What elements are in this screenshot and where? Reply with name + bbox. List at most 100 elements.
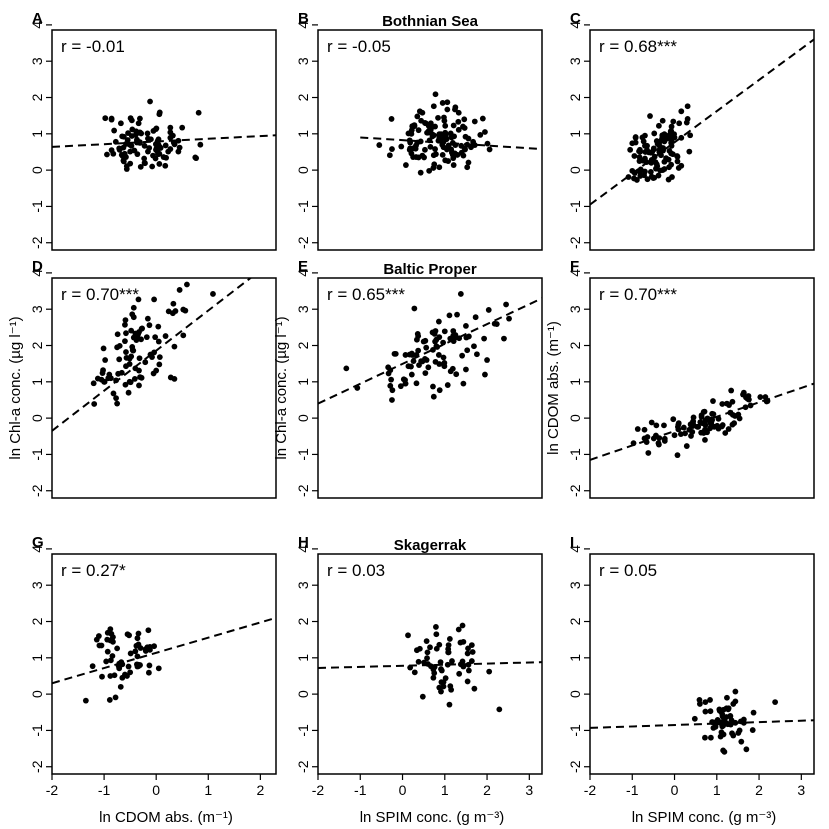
data-point — [197, 141, 204, 148]
data-point — [156, 361, 163, 368]
data-point — [126, 141, 133, 148]
data-point — [655, 440, 662, 447]
y-tick-label: 0 — [295, 690, 311, 698]
data-point — [486, 146, 493, 153]
data-point — [417, 169, 424, 176]
plot-frame — [317, 29, 543, 251]
data-point — [411, 305, 418, 312]
x-tick-label: 2 — [755, 782, 763, 798]
data-point — [477, 132, 484, 138]
data-point — [427, 126, 434, 133]
data-point — [418, 117, 425, 124]
x-tick-label: 1 — [204, 782, 212, 798]
data-point — [640, 157, 647, 164]
data-point — [455, 109, 462, 116]
data-point — [671, 131, 678, 138]
data-point — [423, 638, 430, 645]
data-point — [445, 649, 452, 656]
data-point — [210, 291, 216, 297]
data-point — [430, 674, 437, 681]
y-tick-label: 3 — [295, 57, 311, 65]
data-point — [728, 387, 735, 394]
data-point — [398, 143, 405, 150]
regression-line — [52, 134, 276, 148]
plot-frame — [317, 553, 543, 775]
data-point — [156, 161, 163, 167]
data-point — [436, 641, 443, 648]
data-point — [409, 123, 416, 130]
data-point — [123, 330, 129, 337]
data-point — [418, 358, 425, 365]
data-point — [167, 146, 174, 152]
data-point — [155, 665, 162, 672]
data-point — [702, 708, 709, 715]
data-point — [737, 718, 744, 725]
data-point — [749, 727, 756, 733]
data-point — [126, 378, 133, 385]
data-point — [420, 338, 427, 345]
data-point — [710, 724, 717, 731]
data-point — [441, 363, 448, 370]
data-point — [424, 129, 430, 136]
data-point — [153, 145, 160, 152]
data-point — [727, 721, 734, 728]
data-point — [729, 421, 736, 428]
data-point — [171, 343, 178, 350]
data-point — [137, 374, 143, 380]
x-tick-label: -1 — [354, 782, 367, 798]
data-point — [464, 347, 471, 354]
data-point — [180, 306, 187, 313]
panel-letter: C — [570, 10, 581, 27]
data-point — [481, 335, 487, 342]
panel-letter: I — [570, 534, 574, 551]
data-point — [675, 426, 682, 433]
data-point — [455, 118, 462, 125]
data-point — [147, 98, 153, 105]
data-point — [710, 411, 717, 418]
data-point — [485, 307, 492, 313]
data-point — [141, 142, 148, 149]
data-point — [459, 622, 466, 629]
data-point — [682, 430, 688, 437]
data-point — [343, 365, 350, 372]
data-point — [142, 359, 149, 366]
panel-a: A -2 -1 0 1 2 3 4 r = -0.01 — [29, 10, 277, 251]
data-point — [403, 162, 409, 168]
panel-letter: D — [32, 258, 43, 275]
y-tick-label: 0 — [29, 690, 45, 698]
y-tick-label: 4 — [29, 269, 45, 277]
data-point — [465, 645, 471, 652]
y-tick-label: 2 — [29, 341, 45, 349]
data-point — [696, 697, 703, 703]
data-point — [156, 354, 163, 361]
y-tick-label: 2 — [29, 617, 45, 625]
data-point — [453, 371, 460, 378]
data-point — [656, 435, 663, 441]
data-point — [644, 147, 650, 154]
data-point — [137, 115, 143, 122]
data-point — [670, 118, 677, 125]
data-point — [668, 150, 675, 157]
data-point — [455, 626, 462, 633]
data-point — [435, 318, 442, 325]
data-point — [414, 139, 421, 146]
data-point — [447, 368, 454, 375]
data-point — [125, 389, 132, 396]
data-point — [109, 653, 116, 659]
data-point — [452, 142, 459, 148]
y-tick-label: -1 — [295, 200, 311, 213]
data-point — [354, 385, 361, 391]
data-point — [176, 287, 183, 293]
y-tick-label: -2 — [567, 760, 583, 773]
data-point — [441, 328, 448, 335]
data-point — [122, 338, 128, 345]
data-point — [444, 99, 451, 106]
data-point — [134, 136, 140, 143]
panel-letter: G — [32, 534, 44, 551]
data-point — [146, 322, 153, 329]
data-point — [686, 426, 693, 433]
data-point — [710, 719, 717, 726]
correlation-label: r = 0.27* — [61, 561, 126, 580]
data-point — [135, 120, 142, 127]
correlation-label: r = 0.70*** — [599, 285, 677, 304]
